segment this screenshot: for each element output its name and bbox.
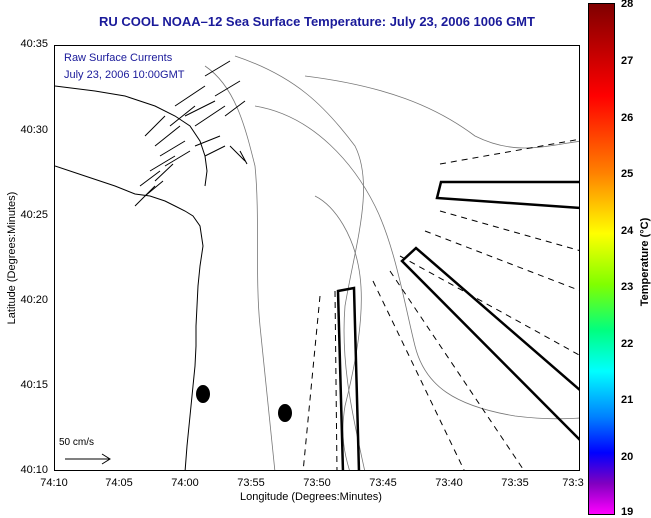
- y-tick-label: 40:25: [20, 209, 48, 221]
- colorbar-tick: 27: [621, 55, 634, 67]
- survey-dashed-lines: [302, 138, 579, 470]
- y-tick-label: 40:30: [20, 124, 48, 136]
- colorbar-tick: 28: [621, 0, 634, 10]
- y-tick-label: 40:10: [20, 464, 48, 476]
- colorbar-tick: 22: [621, 338, 634, 350]
- y-tick-label: 40:15: [20, 379, 48, 391]
- scale-arrowhead: [101, 453, 111, 465]
- glider-track-boxes: [336, 180, 579, 470]
- colorbar-tick: 26: [621, 112, 634, 124]
- y-axis-label: Latitude (Degrees:Minutes): [6, 191, 18, 325]
- map-title: RU COOL NOAA–12 Sea Surface Temperature:…: [99, 14, 535, 29]
- x-axis-label: Longitude (Degrees:Minutes): [240, 491, 382, 503]
- temperature-colorbar: [588, 3, 615, 515]
- coastline: [55, 165, 204, 470]
- bathymetry-contour: [254, 105, 579, 420]
- colorbar-tick: 19: [621, 506, 634, 518]
- bay-shoreline: [55, 85, 208, 187]
- colorbar-tick: 23: [621, 281, 634, 293]
- colorbar-tick: 21: [621, 394, 634, 406]
- x-tick-label: 74:05: [105, 477, 133, 489]
- x-tick-label: 73:50: [303, 477, 331, 489]
- x-tick-label: 73:45: [369, 477, 397, 489]
- x-tick-label: 74:10: [40, 477, 68, 489]
- colorbar-tick: 20: [621, 451, 634, 463]
- x-tick-label: 73:3: [562, 477, 584, 489]
- map-svg: [55, 55, 579, 470]
- overlay-line-1: Raw Surface Currents: [64, 52, 173, 64]
- bathymetry-contour: [234, 55, 365, 470]
- bathymetry-contour: [304, 75, 579, 149]
- map-plot-area[interactable]: [54, 45, 580, 471]
- x-tick-label: 73:55: [237, 477, 265, 489]
- bathymetry-contour: [204, 65, 276, 470]
- surface-current-vectors: [134, 60, 248, 207]
- colorbar-tick: 24: [621, 225, 634, 237]
- x-tick-label: 73:35: [501, 477, 529, 489]
- colorbar-label: Temperature (°C): [639, 217, 651, 307]
- colorbar-tick: 25: [621, 168, 634, 180]
- buoy-marker: [196, 385, 210, 403]
- x-tick-label: 74:00: [171, 477, 199, 489]
- scale-label: 50 cm/s: [59, 437, 95, 448]
- y-tick-label: 40:35: [20, 38, 48, 50]
- x-tick-label: 73:40: [435, 477, 463, 489]
- y-tick-label: 40:20: [20, 294, 48, 306]
- buoy-marker: [278, 404, 292, 422]
- overlay-line-2: July 23, 2006 10:00GMT: [64, 69, 185, 81]
